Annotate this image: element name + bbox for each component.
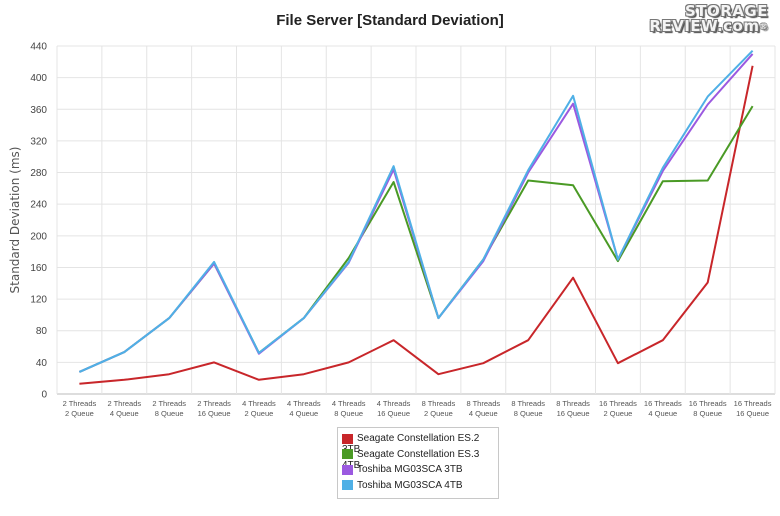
storagereview-logo: STORAGE REVIEW.com®	[640, 4, 768, 42]
y-tick-label: 240	[30, 200, 47, 211]
chart-legend: Seagate Constellation ES.2 3TBSeagate Co…	[337, 427, 499, 499]
y-tick-label: 360	[30, 105, 47, 116]
legend-item: Toshiba MG03SCA 3TB	[342, 464, 463, 478]
y-tick-label: 280	[30, 168, 47, 179]
x-tick-label: 16 Threads	[599, 399, 637, 408]
x-tick-label: 2 Threads	[63, 399, 97, 408]
legend-label: Toshiba MG03SCA 4TB	[357, 479, 463, 491]
x-tick-label: 16 Threads	[644, 399, 682, 408]
legend-item: Seagate Constellation ES.3 4TB	[342, 449, 498, 471]
y-tick-label: 440	[30, 42, 47, 53]
x-tick-label: 4 Threads	[242, 399, 276, 408]
legend-swatch	[342, 449, 353, 459]
x-tick-label: 8 Queue	[334, 409, 363, 418]
x-tick-label: 4 Queue	[289, 409, 318, 418]
x-tick-label: 4 Threads	[377, 399, 411, 408]
x-tick-label: 2 Queue	[424, 409, 453, 418]
y-tick-label: 120	[30, 295, 47, 306]
legend-label: Toshiba MG03SCA 3TB	[357, 464, 463, 475]
x-tick-label: 2 Threads	[152, 399, 186, 408]
y-tick-label: 0	[41, 390, 47, 401]
x-tick-label: 2 Queue	[604, 409, 633, 418]
chart-title: File Server [Standard Deviation]	[276, 12, 504, 29]
x-tick-label: 2 Queue	[65, 409, 94, 418]
x-tick-label: 4 Queue	[110, 409, 139, 418]
x-tick-label: 16 Queue	[377, 409, 410, 418]
x-tick-label: 8 Queue	[514, 409, 543, 418]
x-tick-label: 4 Queue	[469, 409, 498, 418]
legend-swatch	[342, 480, 353, 490]
y-tick-label: 40	[36, 358, 48, 369]
legend-item: Toshiba MG03SCA 4TB	[342, 480, 463, 494]
x-tick-label: 4 Threads	[332, 399, 366, 408]
y-tick-label: 400	[30, 73, 47, 84]
x-tick-label: 4 Threads	[287, 399, 321, 408]
x-tick-label: 4 Queue	[648, 409, 677, 418]
x-tick-label: 16 Queue	[736, 409, 769, 418]
logo-wordmark: STORAGE REVIEW.com®	[649, 4, 768, 34]
y-axis-title: Standard Deviation (ms)	[8, 147, 22, 294]
x-tick-label: 16 Queue	[198, 409, 231, 418]
logo-registered-mark: ®	[759, 22, 768, 31]
series-line-0	[79, 65, 754, 385]
y-tick-label: 200	[30, 231, 47, 242]
y-tick-label: 80	[36, 326, 48, 337]
x-tick-label: 8 Threads	[511, 399, 545, 408]
legend-swatch	[342, 433, 353, 444]
x-tick-label: 8 Threads	[422, 399, 456, 408]
y-tick-label: 320	[30, 136, 47, 147]
logo-line-2: REVIEW.com	[649, 17, 760, 35]
x-tick-label: 2 Threads	[197, 399, 231, 408]
x-tick-label: 16 Threads	[734, 399, 772, 408]
x-tick-label: 2 Queue	[245, 409, 274, 418]
series-line-3	[78, 50, 754, 373]
legend-swatch	[342, 464, 353, 475]
x-tick-label: 2 Threads	[107, 399, 141, 408]
x-tick-label: 8 Queue	[693, 409, 722, 418]
x-tick-label: 8 Queue	[155, 409, 184, 418]
x-tick-label: 16 Threads	[689, 399, 727, 408]
legend-item: Seagate Constellation ES.2 3TB	[342, 433, 498, 455]
y-tick-label: 160	[30, 263, 47, 274]
x-tick-label: 16 Queue	[557, 409, 590, 418]
x-tick-label: 8 Threads	[466, 399, 500, 408]
x-tick-label: 8 Threads	[556, 399, 590, 408]
logo-line-1: STORAGE	[684, 2, 768, 20]
